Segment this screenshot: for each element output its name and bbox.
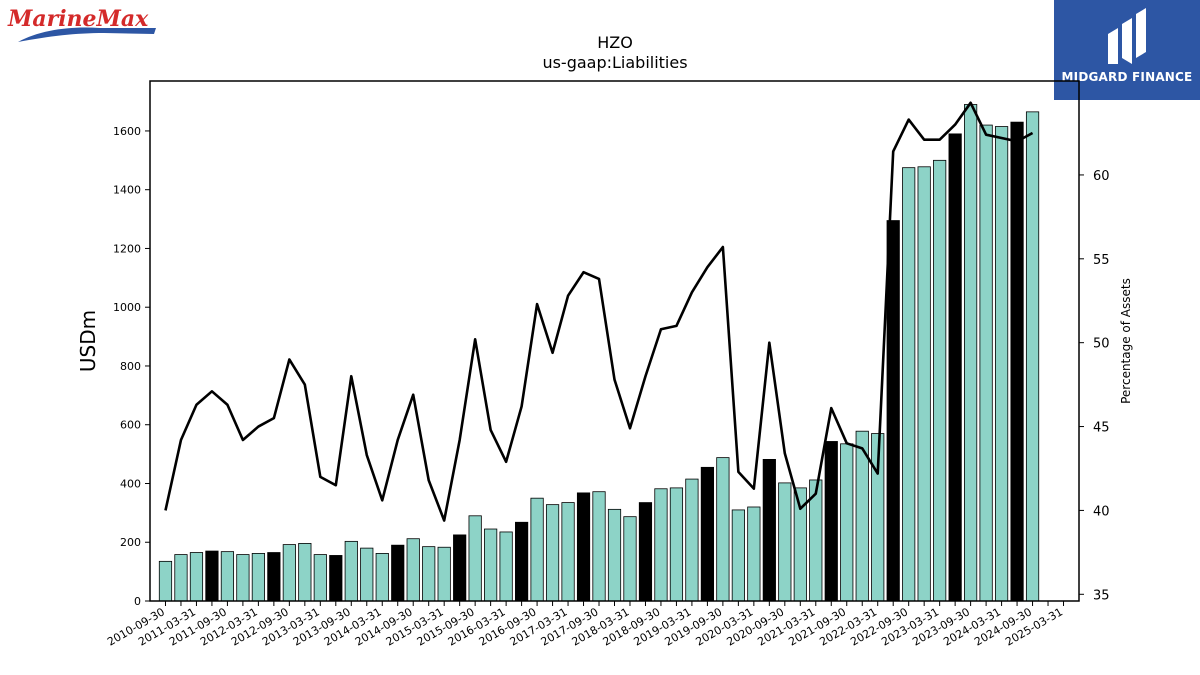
bar-2016-06-30 <box>515 521 529 602</box>
bar-2019-12-31 <box>731 509 745 602</box>
y-tick-label: 400 <box>120 477 141 490</box>
bar-2017-06-30 <box>576 492 591 602</box>
y2-tick-label: 60 <box>1093 169 1110 184</box>
bar-2017-03-31 <box>561 502 575 602</box>
bar-2023-06-30 <box>948 133 962 602</box>
bar-2013-03-31 <box>313 554 327 602</box>
bar-2010-09-30 <box>158 560 173 602</box>
y-tick-label: 200 <box>120 536 141 549</box>
bar-2023-12-31 <box>979 124 993 602</box>
bar-2011-06-30 <box>205 550 219 602</box>
chart-title: HZO <box>597 33 633 52</box>
y2-tick-label: 55 <box>1093 253 1110 268</box>
midgard-finance-name: MIDGARD FINANCE <box>1061 70 1193 84</box>
y2-axis-label: Percentage of Assets <box>1119 278 1133 404</box>
y2-tick-label: 50 <box>1093 337 1110 352</box>
bar-2014-03-31 <box>375 553 389 602</box>
bar-2024-03-31 <box>994 126 1009 602</box>
bar-2018-12-31 <box>669 487 684 602</box>
bar-2022-12-31 <box>917 166 931 602</box>
bar-2014-06-30 <box>391 544 405 602</box>
y2-tick-label: 40 <box>1093 504 1110 519</box>
chart-subtitle: us-gaap:Liabilities <box>542 53 687 72</box>
bar-2024-06-30 <box>1010 121 1024 602</box>
bar-2014-09-30 <box>406 538 420 602</box>
bar-2016-09-30 <box>530 497 544 602</box>
bar-2015-12-31 <box>484 528 498 602</box>
y-tick-label: 0 <box>134 595 141 608</box>
bar-2021-09-30 <box>840 443 854 602</box>
y-tick-label: 1600 <box>113 125 141 138</box>
bar-series <box>158 104 1040 602</box>
bar-2021-06-30 <box>824 441 838 602</box>
bar-2023-03-31 <box>933 159 947 602</box>
bar-2022-06-30 <box>886 220 900 602</box>
bar-2013-12-31 <box>360 547 374 602</box>
line-series <box>164 101 1034 522</box>
bar-2014-12-31 <box>422 546 436 602</box>
bar-2012-06-30 <box>267 552 281 602</box>
bar-2011-12-31 <box>236 554 250 602</box>
midgard-mark-icon <box>1108 8 1146 64</box>
y2-tick-label: 45 <box>1093 421 1110 436</box>
bar-2019-09-30 <box>716 457 730 602</box>
bar-2016-12-31 <box>545 504 560 602</box>
bar-2011-03-31 <box>189 552 204 602</box>
bar-2010-12-31 <box>174 554 188 602</box>
bar-2017-12-31 <box>607 508 622 602</box>
y-tick-label: 1400 <box>113 184 141 197</box>
bar-2018-03-31 <box>623 516 637 602</box>
bar-2022-09-30 <box>902 167 916 602</box>
bar-2015-06-30 <box>453 534 467 602</box>
bar-2019-06-30 <box>700 466 715 602</box>
bar-2017-09-30 <box>592 491 606 602</box>
y-axis-label: USDm <box>76 310 100 372</box>
bar-2016-03-31 <box>499 531 513 602</box>
bar-2013-06-30 <box>329 555 343 602</box>
bar-2018-09-30 <box>654 488 668 602</box>
marinemax-logo: MarineMax <box>7 6 156 42</box>
bar-2018-06-30 <box>638 502 653 602</box>
wave-icon <box>18 27 156 42</box>
bar-2011-09-30 <box>220 551 235 602</box>
bar-2012-12-31 <box>298 543 312 602</box>
y-tick-label: 600 <box>120 419 141 432</box>
y2-tick-label: 35 <box>1093 588 1110 603</box>
bar-2013-09-30 <box>344 540 358 602</box>
bar-2024-09-30 <box>1025 111 1040 602</box>
assets-percentage-line <box>164 101 1034 522</box>
bar-2020-06-30 <box>762 458 776 602</box>
bar-2019-03-31 <box>685 478 699 602</box>
bar-2015-09-30 <box>468 515 482 602</box>
bar-2020-03-31 <box>747 506 761 602</box>
bar-2023-09-30 <box>964 104 978 602</box>
y-tick-label: 1200 <box>113 242 141 255</box>
bar-2015-03-31 <box>437 546 451 602</box>
bar-2020-09-30 <box>778 482 792 602</box>
bar-2012-09-30 <box>282 544 296 602</box>
y-tick-label: 800 <box>120 360 141 373</box>
bar-2012-03-31 <box>251 553 265 602</box>
y-tick-label: 1000 <box>113 301 141 314</box>
